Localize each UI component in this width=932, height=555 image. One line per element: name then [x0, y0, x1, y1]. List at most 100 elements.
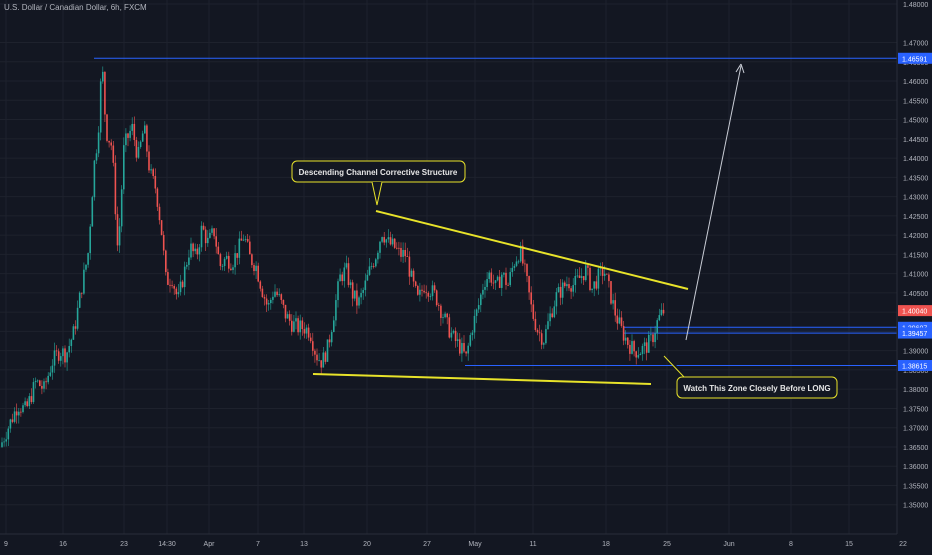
candle-body — [484, 286, 486, 290]
candle-body — [263, 297, 266, 299]
candle-body — [99, 81, 102, 133]
candle-body — [528, 276, 530, 293]
candle-body — [24, 401, 26, 406]
candle-body — [328, 339, 331, 343]
candle-body — [501, 274, 503, 288]
candle-body — [389, 237, 392, 245]
time-axis[interactable]: 9 16 23 14:30 Apr 7 13 20 27 May 11 18 25 Jun 8 15 22 — [0, 533, 907, 548]
candle-body — [459, 339, 461, 354]
candle-body — [169, 284, 171, 286]
candle-body — [288, 314, 291, 321]
candle-body — [635, 351, 637, 358]
candle-body — [379, 241, 381, 253]
candle-body — [123, 145, 125, 190]
candle-body — [448, 317, 451, 338]
candle-body — [156, 188, 159, 207]
price-axis[interactable]: 1.480001.470001.465001.460001.455001.450… — [896, 0, 932, 550]
candle-body — [238, 238, 241, 258]
candle-body — [408, 256, 411, 277]
candle-body — [154, 175, 157, 189]
candle-body — [570, 288, 572, 292]
candle-body — [95, 153, 98, 161]
candle-body — [467, 345, 469, 354]
y-tick-label: 1.37500 — [903, 406, 928, 413]
candle-body — [637, 355, 640, 358]
candle-body — [162, 234, 165, 251]
candle-body — [175, 288, 178, 295]
candle-body — [26, 401, 28, 407]
candle-body — [610, 281, 612, 304]
candle-body — [282, 299, 285, 305]
candle-body — [102, 71, 104, 82]
grid — [0, 0, 897, 534]
candle-body — [45, 381, 47, 383]
candle-body — [330, 332, 333, 343]
y-tick-label: 1.41000 — [903, 272, 928, 279]
candle-body — [200, 225, 203, 248]
x-tick-label: 16 — [59, 541, 67, 548]
candle-body — [580, 276, 583, 278]
candle-body — [18, 411, 20, 416]
callout-pointer — [663, 355, 692, 378]
candle-body — [91, 197, 94, 227]
candle-body — [421, 289, 423, 291]
y-tick-label: 1.42000 — [903, 233, 928, 240]
candle-body — [93, 160, 96, 198]
candle-body — [427, 292, 430, 297]
drawings: Descending Channel Corrective Structure W… — [291, 63, 838, 399]
candle-body — [356, 290, 358, 306]
candle-body — [557, 286, 560, 293]
candle-body — [393, 238, 396, 248]
candle-body — [343, 267, 346, 282]
candle-body — [450, 332, 453, 338]
candle-body — [112, 145, 115, 163]
candle-body — [51, 365, 54, 373]
candle-body — [372, 266, 375, 268]
candle-body — [349, 282, 352, 286]
candle-body — [141, 133, 144, 142]
candle-body — [78, 292, 81, 308]
candle-body — [351, 282, 354, 299]
candle-body — [190, 243, 192, 258]
x-tick-label: 11 — [529, 541, 536, 548]
candle-body — [475, 309, 478, 316]
x-tick-label: 20 — [363, 541, 371, 548]
x-tick-label: 9 — [4, 541, 8, 548]
upper-trendline — [375, 210, 689, 290]
candle-body — [228, 255, 230, 269]
x-tick-label: 25 — [663, 541, 671, 548]
y-tick-label: 1.40500 — [903, 291, 928, 298]
candle-body — [127, 133, 129, 138]
candle-body — [620, 317, 623, 326]
candle-body — [515, 261, 518, 266]
x-tick-label: 7 — [256, 541, 260, 548]
price-tag — [898, 327, 932, 339]
candle-body — [517, 261, 520, 263]
candle-body — [186, 264, 188, 267]
candle-body — [612, 300, 614, 304]
candle-body — [55, 350, 58, 352]
candle-body — [171, 285, 173, 287]
candle-body — [429, 296, 432, 297]
candle-body — [452, 330, 455, 333]
candle-body — [639, 353, 642, 356]
candle-body — [446, 313, 448, 318]
candle-body — [34, 380, 37, 383]
price-tag — [898, 305, 932, 317]
x-tick-label: Jun — [723, 541, 734, 548]
candle-body — [76, 307, 79, 329]
candle-body — [320, 360, 322, 368]
candle-body — [133, 123, 136, 141]
x-tick-label: 15 — [845, 541, 853, 548]
candle-body — [70, 339, 73, 347]
candles — [1, 66, 665, 448]
candle-body — [230, 268, 232, 270]
candle-body — [494, 280, 497, 283]
candle-body — [15, 411, 18, 416]
candle-body — [425, 292, 427, 294]
candle-body — [400, 247, 402, 257]
candle-body — [383, 237, 385, 243]
candle-body — [104, 71, 106, 115]
chart-title: U.S. Dollar / Canadian Dollar, 6h, FXCM — [4, 3, 147, 12]
